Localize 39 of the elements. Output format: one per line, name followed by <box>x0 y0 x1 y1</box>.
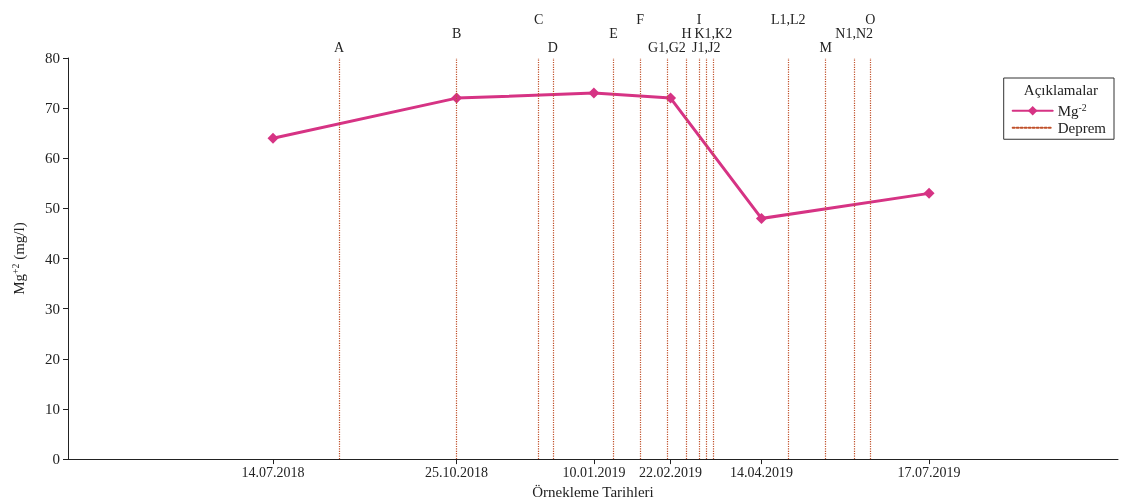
ref-line-label: I <box>696 11 702 27</box>
y-tick-label: 20 <box>45 350 60 367</box>
legend-title: Açıklamalar <box>1023 81 1099 98</box>
ref-line-label: E <box>609 25 618 41</box>
point <box>665 92 677 104</box>
x-tick-label: 22.02.2019 <box>639 464 703 480</box>
x-tick-label: 14.07.2018 <box>241 464 305 480</box>
ref-line-label: N1,N2 <box>835 25 874 41</box>
ref-line-label: F <box>636 11 645 27</box>
ref-line-label: L1,L2 <box>770 11 806 27</box>
y-tick-label: 50 <box>45 200 60 217</box>
ref-line-label: M <box>819 39 833 55</box>
ref-line-label: D <box>547 39 558 55</box>
y-tick-label: 60 <box>45 150 60 167</box>
x-tick-label: 10.01.2019 <box>562 464 626 480</box>
y-axis-title: Mg+2 (mg/l) <box>10 222 29 295</box>
x-tick-label: 17.07.2019 <box>897 464 961 480</box>
ref-line-label: O <box>865 11 876 27</box>
ref-line-label: C <box>533 11 544 27</box>
legend-label: Deprem <box>1057 119 1107 136</box>
ref-line-label: J1,J2 <box>692 39 721 55</box>
x-axis-title: Örnekleme Tarihleri <box>532 483 654 500</box>
point <box>755 212 767 224</box>
y-tick-label: 80 <box>45 50 60 66</box>
point <box>267 132 279 144</box>
point <box>923 187 935 199</box>
ref-line-label: A <box>333 39 345 55</box>
ref-line-label: H <box>681 25 692 41</box>
ref-line-label: G1,G2 <box>648 39 686 55</box>
y-tick-label: 70 <box>45 100 60 117</box>
y-tick-label: 30 <box>45 300 60 317</box>
point <box>588 87 600 99</box>
y-tick-label: 10 <box>45 400 60 417</box>
ref-line-label: K1,K2 <box>694 25 733 41</box>
ref-line-label: B <box>451 25 462 41</box>
y-tick-label: 0 <box>52 451 60 468</box>
x-tick-label: 14.04.2019 <box>729 464 793 480</box>
x-tick-label: 25.10.2018 <box>425 464 489 480</box>
y-tick-label: 40 <box>45 250 60 267</box>
